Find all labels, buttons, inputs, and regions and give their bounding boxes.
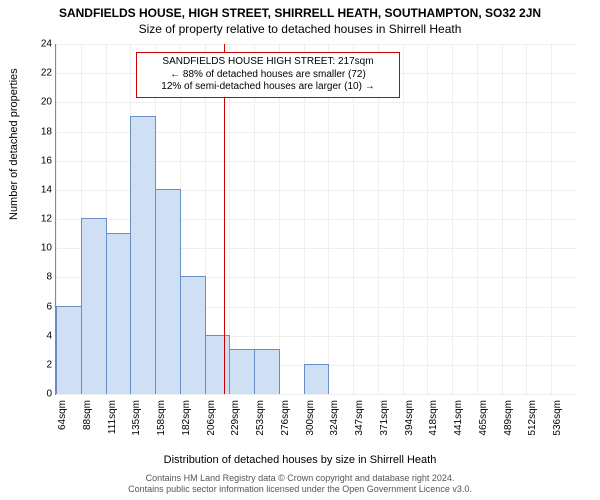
x-tick-label: 88sqm xyxy=(82,400,93,440)
x-tick-label: 300sqm xyxy=(305,400,316,440)
y-tick-label: 0 xyxy=(32,389,52,400)
y-tick-label: 14 xyxy=(32,184,52,195)
annotation-line: 12% of semi-detached houses are larger (… xyxy=(143,81,393,94)
x-tick-label: 64sqm xyxy=(57,400,68,440)
y-tick-label: 12 xyxy=(32,214,52,225)
y-tick-label: 16 xyxy=(32,155,52,166)
grid-line-v xyxy=(452,44,453,394)
histogram-bar xyxy=(180,276,206,394)
x-tick-label: 206sqm xyxy=(206,400,217,440)
histogram-bar xyxy=(81,218,107,394)
y-tick-label: 8 xyxy=(32,272,52,283)
histogram-bar xyxy=(205,335,231,394)
grid-line-h xyxy=(56,44,576,45)
y-tick-label: 20 xyxy=(32,97,52,108)
main-title: SANDFIELDS HOUSE, HIGH STREET, SHIRRELL … xyxy=(0,0,600,20)
grid-line-v xyxy=(477,44,478,394)
annotation-box: SANDFIELDS HOUSE HIGH STREET: 217sqm← 88… xyxy=(136,52,400,98)
sub-title: Size of property relative to detached ho… xyxy=(0,20,600,36)
footer-line-1: Contains HM Land Registry data © Crown c… xyxy=(0,473,600,485)
histogram-bar xyxy=(254,349,280,394)
y-tick-label: 22 xyxy=(32,68,52,79)
y-tick-label: 4 xyxy=(32,330,52,341)
x-tick-label: 135sqm xyxy=(131,400,142,440)
x-tick-label: 536sqm xyxy=(552,400,563,440)
x-tick-label: 324sqm xyxy=(329,400,340,440)
x-tick-label: 182sqm xyxy=(181,400,192,440)
x-tick-label: 347sqm xyxy=(354,400,365,440)
x-tick-label: 229sqm xyxy=(230,400,241,440)
y-tick-label: 2 xyxy=(32,359,52,370)
x-tick-label: 418sqm xyxy=(428,400,439,440)
histogram-bar xyxy=(155,189,181,394)
x-tick-label: 441sqm xyxy=(453,400,464,440)
x-tick-label: 371sqm xyxy=(379,400,390,440)
grid-line-v xyxy=(427,44,428,394)
y-axis-label: Number of detached properties xyxy=(8,68,20,220)
x-axis-label: Distribution of detached houses by size … xyxy=(0,454,600,466)
plot-area: SANDFIELDS HOUSE HIGH STREET: 217sqm← 88… xyxy=(55,44,576,395)
footer-attribution: Contains HM Land Registry data © Crown c… xyxy=(0,473,600,496)
histogram-bar xyxy=(304,364,330,394)
x-tick-label: 158sqm xyxy=(156,400,167,440)
histogram-bar xyxy=(56,306,82,395)
annotation-line: ← 88% of detached houses are smaller (72… xyxy=(143,69,393,82)
grid-line-v xyxy=(526,44,527,394)
x-tick-label: 253sqm xyxy=(255,400,266,440)
y-tick-label: 18 xyxy=(32,126,52,137)
x-tick-label: 465sqm xyxy=(478,400,489,440)
y-tick-label: 24 xyxy=(32,39,52,50)
grid-line-v xyxy=(551,44,552,394)
grid-line-h xyxy=(56,102,576,103)
footer-line-2: Contains public sector information licen… xyxy=(0,484,600,496)
y-tick-label: 6 xyxy=(32,301,52,312)
x-tick-label: 276sqm xyxy=(280,400,291,440)
x-tick-label: 512sqm xyxy=(527,400,538,440)
annotation-line: SANDFIELDS HOUSE HIGH STREET: 217sqm xyxy=(143,56,393,69)
y-tick-label: 10 xyxy=(32,243,52,254)
grid-line-h xyxy=(56,394,576,395)
histogram-bar xyxy=(229,349,255,394)
histogram-bar xyxy=(106,233,132,394)
grid-line-v xyxy=(502,44,503,394)
x-tick-label: 111sqm xyxy=(107,400,118,440)
chart-container: SANDFIELDS HOUSE, HIGH STREET, SHIRRELL … xyxy=(0,0,600,500)
histogram-bar xyxy=(130,116,156,394)
grid-line-v xyxy=(403,44,404,394)
x-tick-label: 489sqm xyxy=(503,400,514,440)
x-tick-label: 394sqm xyxy=(404,400,415,440)
